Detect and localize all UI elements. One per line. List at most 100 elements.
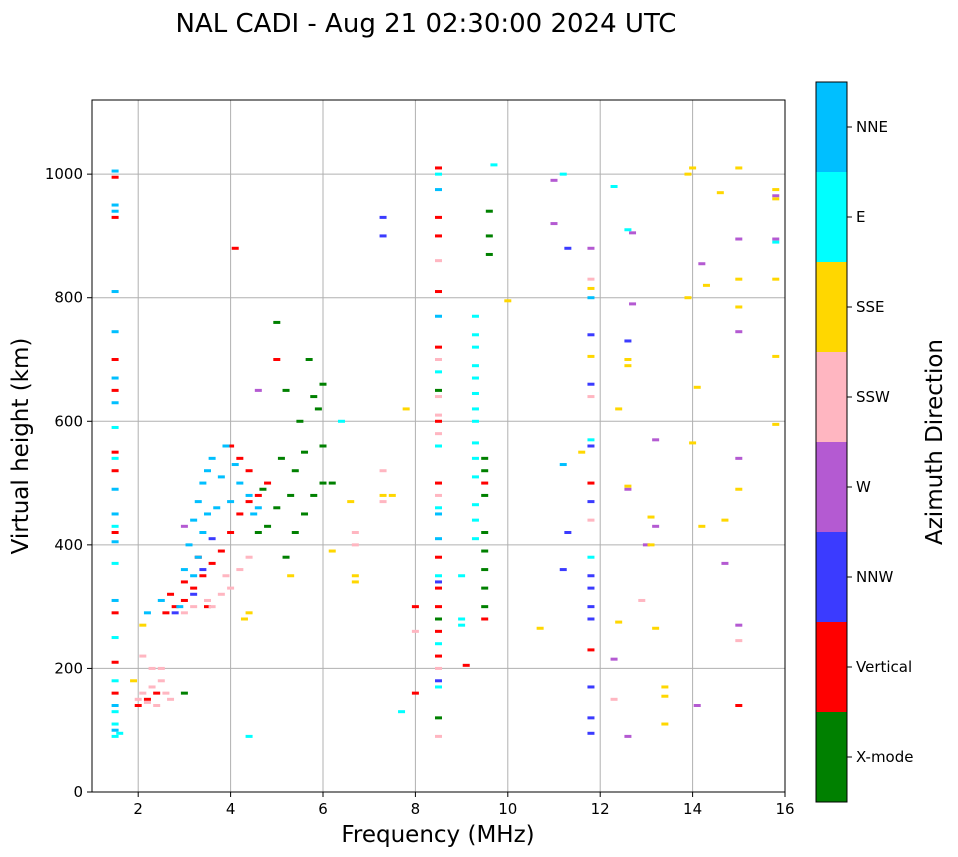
data-point [190,605,198,609]
data-point [471,419,479,423]
data-point [411,605,419,609]
data-point [111,512,119,516]
x-tick-label: 10 [498,800,517,818]
data-point [143,611,151,615]
colorbar-tick-label: NNW [856,568,893,586]
data-point [735,277,743,281]
data-point [610,185,618,188]
data-point [245,555,253,559]
data-point [490,163,498,167]
data-point [481,568,489,572]
series-ssw [134,259,743,738]
colorbar-swatch [816,172,847,262]
data-point [698,262,706,266]
y-tick-label: 800 [54,289,83,307]
y-tick-label: 600 [54,412,83,430]
data-point [273,320,281,324]
data-point [273,358,281,361]
data-point [190,592,198,596]
data-point [471,503,479,507]
data-point [111,376,119,380]
data-point [652,626,660,630]
data-point [291,469,299,473]
data-point [550,222,558,226]
series-nnw [171,215,632,735]
data-point [287,493,295,497]
data-point [111,469,119,473]
data-point [111,598,119,602]
data-point [435,215,442,219]
data-point [143,700,151,704]
data-point [190,518,198,522]
data-point [245,734,253,738]
x-tick-label: 12 [591,800,610,818]
data-point [379,234,387,238]
data-point [435,685,442,689]
data-point [111,636,119,640]
data-point [134,704,142,707]
data-point [296,419,304,423]
data-point [471,518,479,522]
data-point [111,561,119,565]
data-point [587,277,595,281]
data-point [301,512,309,516]
data-point [698,524,706,528]
data-point [624,339,632,343]
data-point [111,401,119,405]
data-point [273,506,281,510]
data-point [264,481,272,485]
data-point [435,290,442,294]
data-point [111,425,119,429]
data-point [435,617,442,621]
data-point [587,605,595,609]
data-point [735,639,743,643]
data-point [328,481,336,485]
y-tick-label: 1000 [45,165,83,183]
data-point [435,234,442,238]
data-point [435,654,442,658]
data-point [693,385,701,389]
data-point [245,500,253,504]
data-point [471,364,479,368]
data-point [236,481,244,485]
data-point [199,568,207,572]
data-point [287,574,295,578]
data-point [240,617,248,621]
data-point [689,166,697,170]
data-point [435,734,442,738]
data-point [176,605,184,609]
data-point [139,691,147,695]
data-point [111,734,119,738]
colorbar-tick-label: NNE [856,118,888,136]
data-point [254,388,262,392]
data-point [587,500,595,504]
data-point [462,663,470,667]
data-point [435,166,442,170]
data-point [111,722,119,726]
data-point [111,540,119,544]
data-point [435,629,442,633]
data-point [411,691,419,695]
data-point [435,314,442,318]
data-point [458,617,466,621]
data-point [689,441,697,445]
x-axis-ticks: 2 4 6 8 10 12 14 16 [133,792,795,818]
data-point [735,237,743,241]
data-point [481,605,489,609]
data-point [111,704,119,707]
data-point [351,543,359,547]
data-point [347,500,355,504]
data-point [684,172,692,176]
data-point [319,444,327,448]
x-tick-label: 6 [318,800,328,818]
y-axis-ticks: 0 200 400 600 800 1000 [45,165,92,801]
data-point [180,580,188,584]
data-point [471,456,479,460]
colorbar-swatch [816,262,847,352]
data-point [111,679,119,683]
data-point [388,493,396,497]
data-point [222,444,230,448]
data-point [111,710,119,714]
data-point [629,302,637,306]
data-point [615,620,623,624]
